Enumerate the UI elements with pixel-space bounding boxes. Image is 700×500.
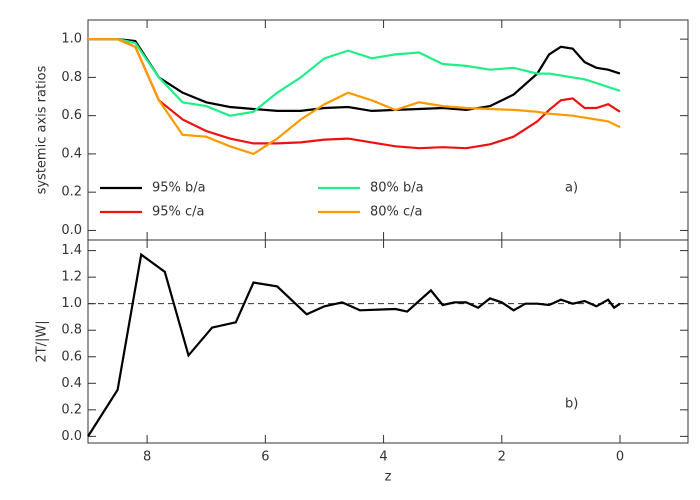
x-axis-label: z (385, 470, 392, 485)
y-tick-label: 0.4 (61, 146, 82, 161)
y-tick-label: 1.4 (61, 243, 82, 258)
y-tick-label: 0.6 (61, 108, 82, 123)
y-tick-label: 0.8 (61, 323, 82, 338)
legend-label: 95% c/a (152, 205, 205, 220)
y-tick-label: 0.8 (61, 70, 82, 85)
x-tick-label: 4 (379, 450, 387, 465)
legend-label: 95% b/a (152, 181, 206, 196)
x-tick-label: 0 (616, 450, 624, 465)
legend-label: 80% b/a (370, 181, 424, 196)
x-tick-label: 2 (498, 450, 506, 465)
y-tick-label: 0.0 (61, 429, 82, 444)
panel-annotation: a) (565, 181, 578, 196)
series-line (88, 38, 621, 113)
series-line (88, 38, 621, 150)
y-tick-label: 0.2 (61, 185, 82, 200)
y-tick-label: 0.6 (61, 349, 82, 364)
y-tick-label: 1.0 (61, 32, 82, 47)
series-line (88, 38, 621, 117)
y-tick-label: 0.4 (61, 376, 82, 391)
x-tick-label: 8 (143, 450, 151, 465)
y-tick-label: 1.0 (61, 296, 82, 311)
y-tick-label: 0.2 (61, 402, 82, 417)
y-axis-label: 2T/|W| (35, 320, 50, 362)
x-tick-label: 6 (261, 450, 269, 465)
plot-frame (87, 239, 689, 444)
y-tick-label: 0.0 (61, 223, 82, 238)
y-tick-label: 1.2 (61, 270, 82, 285)
legend-label: 80% c/a (370, 205, 423, 220)
y-axis-label: systemic axis ratios (35, 65, 50, 194)
series-line (88, 38, 621, 156)
series-line (87, 252, 621, 437)
panel-annotation: b) (565, 397, 578, 412)
